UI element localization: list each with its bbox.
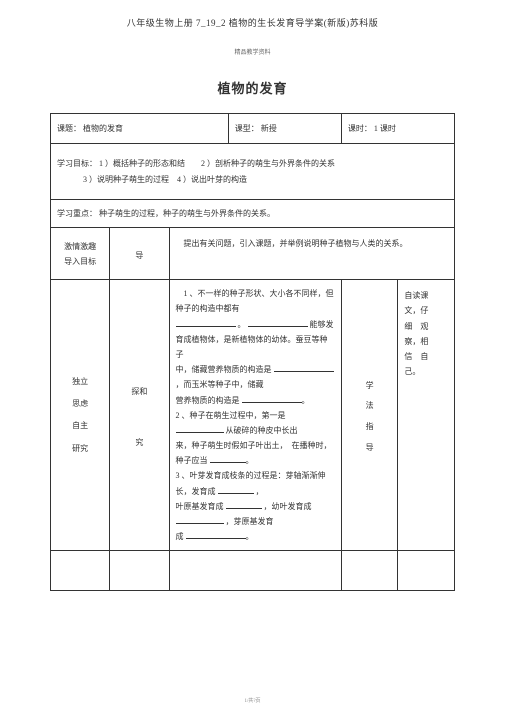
- goal-3: 3 ）说明种子萌生的过程: [83, 175, 169, 184]
- b2c: 来，种子萌生时假如子叶出土， 在播种时，种子应当: [176, 441, 332, 465]
- study-left-4: 研究: [57, 438, 103, 460]
- method-slim-3: 指: [366, 422, 374, 431]
- goal-2: 2 ）剖析种子的萌生与外界条件的关系: [201, 159, 335, 168]
- blank-8[interactable]: [226, 500, 262, 509]
- b3f: 成: [176, 532, 184, 541]
- blank-4[interactable]: [242, 394, 302, 403]
- method-r4: 察，相: [404, 337, 428, 346]
- row-study: 独立 思虑 自主 研究 探和 究 1 、不一样的种子形状、大小各不同样，但种子的…: [51, 280, 455, 551]
- b3b: ，: [256, 487, 264, 496]
- blank-6[interactable]: [210, 454, 246, 463]
- method-r6: 己。: [404, 367, 420, 376]
- row-keypoints: 学习重点： 种子萌生的过程，种子的萌生与外界条件的关系。: [51, 200, 455, 228]
- method-r2: 文，仔: [404, 306, 428, 315]
- method-slim-1: 学: [366, 381, 374, 390]
- blank-1[interactable]: [176, 318, 236, 327]
- doc-header: 八年级生物上册 7_19_2 植物的生长发育导学案(新版)苏科版: [50, 16, 455, 29]
- b1e: ，而玉米等种子中，储藏: [176, 380, 264, 389]
- method-r5: 信 自: [404, 352, 428, 361]
- b3e: ，芽原基发育: [226, 517, 274, 526]
- intro-left-2: 导入目标: [57, 254, 103, 269]
- type-label: 课型：: [235, 124, 259, 133]
- method-r1: 自读课: [404, 291, 428, 300]
- method-slim-2: 法: [366, 401, 374, 410]
- blank-2[interactable]: [248, 318, 308, 327]
- b1d: 中，储藏营养物质的构造是: [176, 365, 272, 374]
- method-r3: 细 观: [404, 322, 428, 331]
- study-slim-1: 探和: [131, 387, 147, 396]
- row-meta: 课题： 植物的发育 课型： 新授 课时： 1 课时: [51, 114, 455, 144]
- row-goals: 学习目标： 1 ）概括种子的形态和结 2 ）剖析种子的萌生与外界条件的关系 3 …: [51, 144, 455, 200]
- b3c: 叶原基发育成: [176, 502, 224, 511]
- key-label: 学习重点：: [57, 209, 97, 218]
- study-slim-2: 究: [135, 438, 143, 447]
- b2a: 2 、种子在萌生过程中，第一是: [176, 411, 286, 420]
- blank-10[interactable]: [186, 530, 246, 539]
- doc-title: 植物的发育: [50, 78, 455, 97]
- doc-subheader: 精品教学资料: [50, 47, 455, 56]
- key-text: 种子萌生的过程，种子的萌生与外界条件的关系。: [99, 209, 275, 218]
- type-value: 新授: [261, 124, 277, 133]
- topic-label: 课题：: [57, 124, 81, 133]
- lesson-table: 课题： 植物的发育 课型： 新授 课时： 1 课时 学习目标： 1 ）概括种子的…: [50, 113, 455, 591]
- period-label: 课时：: [348, 124, 372, 133]
- study-left-2: 思虑: [57, 393, 103, 415]
- goal-4: 4 ）说出叶芽的构造: [177, 175, 247, 184]
- row-blank: [51, 551, 455, 591]
- method-slim-4: 导: [366, 443, 374, 452]
- b1b: 。: [238, 320, 246, 329]
- study-left-1: 独立: [57, 371, 103, 393]
- intro-left-1: 激情激趣: [57, 239, 103, 254]
- blank-3[interactable]: [274, 363, 334, 372]
- goal-1: 1 ）概括种子的形态和结: [99, 159, 185, 168]
- b3d: ，幼叶发育成: [264, 502, 312, 511]
- goals-label: 学习目标：: [57, 159, 97, 168]
- topic-value: 植物的发育: [83, 124, 123, 133]
- b1a: 1 、不一样的种子形状、大小各不同样，但种子的构造中都有: [176, 289, 334, 313]
- b2b: 从破碎的种皮中长出: [226, 426, 298, 435]
- intro-body: 提出有关问题，引入课题，并举例说明种子植物与人类的关系。: [184, 239, 408, 248]
- study-left-3: 自主: [57, 415, 103, 437]
- blank-9[interactable]: [176, 515, 224, 524]
- row-intro: 激情激趣 导入目标 导 提出有关问题，引入课题，并举例说明种子植物与人类的关系。: [51, 228, 455, 280]
- intro-slim: 导: [135, 251, 143, 260]
- blank-7[interactable]: [218, 485, 254, 494]
- page-footer: 1/共?页: [0, 697, 505, 704]
- b1f: 营养物质的构造是: [176, 396, 240, 405]
- blank-5[interactable]: [176, 424, 224, 433]
- period-value: 1 课时: [374, 124, 396, 133]
